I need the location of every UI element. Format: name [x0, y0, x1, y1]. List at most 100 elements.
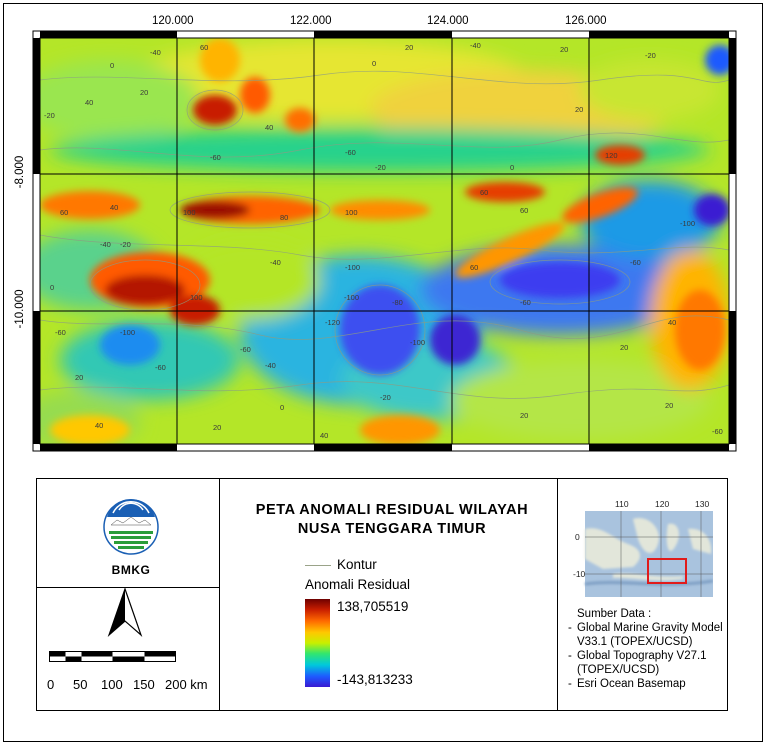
contour-label: 0 — [50, 283, 54, 292]
contour-label: -60 — [240, 345, 251, 354]
lon-tick-124: 124.000 — [427, 15, 469, 27]
contour-label: 60 — [480, 188, 488, 197]
contour-label: -60 — [712, 427, 723, 436]
contour-label: -60 — [155, 363, 166, 372]
contour-label: 100 — [345, 208, 358, 217]
scale-label: 200 km — [165, 677, 208, 692]
contour-label: 40 — [320, 431, 328, 440]
contour-label: -100 — [410, 338, 425, 347]
legend-panel: BMKG 0 50 100 150 200 km PETA ANOMALI RE… — [36, 478, 728, 711]
contour-label: -60 — [210, 153, 221, 162]
scale-label: 50 — [73, 677, 88, 692]
contour-label: 40 — [265, 123, 273, 132]
legend-divider — [557, 479, 558, 710]
contour-label: -40 — [270, 258, 281, 267]
contour-label: -20 — [44, 111, 55, 120]
inset-lon-tick: 130 — [695, 499, 710, 509]
contour-label: 40 — [95, 421, 103, 430]
contour-label: 40 — [668, 318, 676, 327]
lon-tick-120: 120.000 — [152, 15, 194, 27]
contour-label: 120 — [605, 151, 618, 160]
scale-bar — [49, 651, 176, 662]
residual-legend-title: Anomali Residual — [305, 577, 411, 592]
lon-tick-122: 122.000 — [290, 15, 332, 27]
source-item: Esri Ocean Basemap — [567, 677, 727, 691]
source-item: Global Marine Gravity Model V33.1 (TOPEX… — [567, 621, 727, 649]
contour-legend-label: Kontur — [337, 557, 377, 572]
contour-label: -40 — [100, 240, 111, 249]
map-title: PETA ANOMALI RESIDUAL WILAYAH NUSA TENGG… — [227, 501, 557, 539]
contour-label: -20 — [375, 163, 386, 172]
colorbar — [305, 599, 330, 687]
contour-label: 40 — [110, 203, 118, 212]
contour-label: 20 — [520, 411, 528, 420]
page-frame — [3, 3, 763, 742]
inset-extent-box — [647, 558, 687, 584]
contour-label: 20 — [665, 401, 673, 410]
scale-label: 150 — [133, 677, 155, 692]
contour-label: 0 — [110, 61, 114, 70]
inset-map: 110 120 130 0 -10 — [573, 499, 713, 597]
contour-label: -60 — [55, 328, 66, 337]
contour-label: -80 — [392, 298, 403, 307]
inset-lon-tick: 120 — [655, 499, 670, 509]
inset-lon-tick: 110 — [615, 499, 629, 509]
source-title: Sumber Data : — [577, 608, 652, 620]
north-arrow-icon — [107, 587, 143, 637]
agency-name: BMKG — [111, 563, 151, 577]
bmkg-logo — [103, 499, 159, 555]
scale-label: 100 — [101, 677, 123, 692]
contour-label: -60 — [630, 258, 641, 267]
scale-label: 0 — [47, 677, 55, 692]
contour-label: -20 — [120, 240, 131, 249]
contour-label: -100 — [345, 263, 360, 272]
colorbar-min-label: -143,813233 — [337, 672, 413, 687]
contour-label: -20 — [645, 51, 656, 60]
contour-label: -60 — [345, 148, 356, 157]
contour-label: 60 — [470, 263, 478, 272]
map-frame — [32, 30, 737, 452]
contour-label: 100 — [183, 208, 196, 217]
contour-label: -20 — [380, 393, 391, 402]
contour-label: -120 — [325, 318, 340, 327]
legend-divider — [37, 587, 219, 588]
contour-label: -40 — [470, 41, 481, 50]
inset-lat-tick: -10 — [573, 569, 586, 579]
contour-label: 80 — [280, 213, 288, 222]
map-title-line2: NUSA TENGGARA TIMUR — [297, 521, 487, 537]
anomaly-map[interactable]: -40 0 40 60 20 -40 20 -20 0 -20 20 40 20… — [0, 0, 768, 460]
contour-label: 60 — [200, 43, 208, 52]
contour-label: 20 — [575, 105, 583, 114]
map-title-line1: PETA ANOMALI RESIDUAL WILAYAH — [255, 502, 529, 518]
contour-label: 20 — [620, 343, 628, 352]
contour-label: -40 — [150, 48, 161, 57]
anomaly-raster: -40 0 40 60 20 -40 20 -20 0 -20 20 40 20… — [40, 38, 729, 444]
lon-tick-126: 126.000 — [565, 15, 607, 27]
contour-label: -100 — [680, 219, 695, 228]
data-sources: Sumber Data : Global Marine Gravity Mode… — [567, 607, 727, 691]
contour-label: -100 — [344, 293, 359, 302]
contour-label: 60 — [60, 208, 68, 217]
contour-label: 0 — [510, 163, 514, 172]
graticule — [40, 38, 729, 444]
contour-label: 20 — [75, 373, 83, 382]
contour-label: 20 — [405, 43, 413, 52]
contour-label: -100 — [120, 328, 135, 337]
contour-label: 20 — [213, 423, 221, 432]
source-item: Global Topography V27.1 (TOPEX/UCSD) — [567, 649, 727, 677]
contour-label: 40 — [85, 98, 93, 107]
lat-tick-8: -8.000 — [14, 155, 26, 189]
contour-line-symbol — [305, 565, 331, 566]
legend-divider — [219, 479, 220, 710]
contour-label: 0 — [372, 59, 376, 68]
contour-label: 20 — [560, 45, 568, 54]
contour-label: 20 — [140, 88, 148, 97]
inset-lat-tick: 0 — [575, 532, 580, 542]
contour-label: 60 — [520, 206, 528, 215]
contour-label: -60 — [520, 298, 531, 307]
contour-label: 100 — [190, 293, 203, 302]
contour-label: 0 — [280, 403, 284, 412]
lat-tick-10: -10.000 — [14, 289, 26, 329]
contour-label: -40 — [265, 361, 276, 370]
colorbar-max-label: 138,705519 — [337, 599, 409, 614]
